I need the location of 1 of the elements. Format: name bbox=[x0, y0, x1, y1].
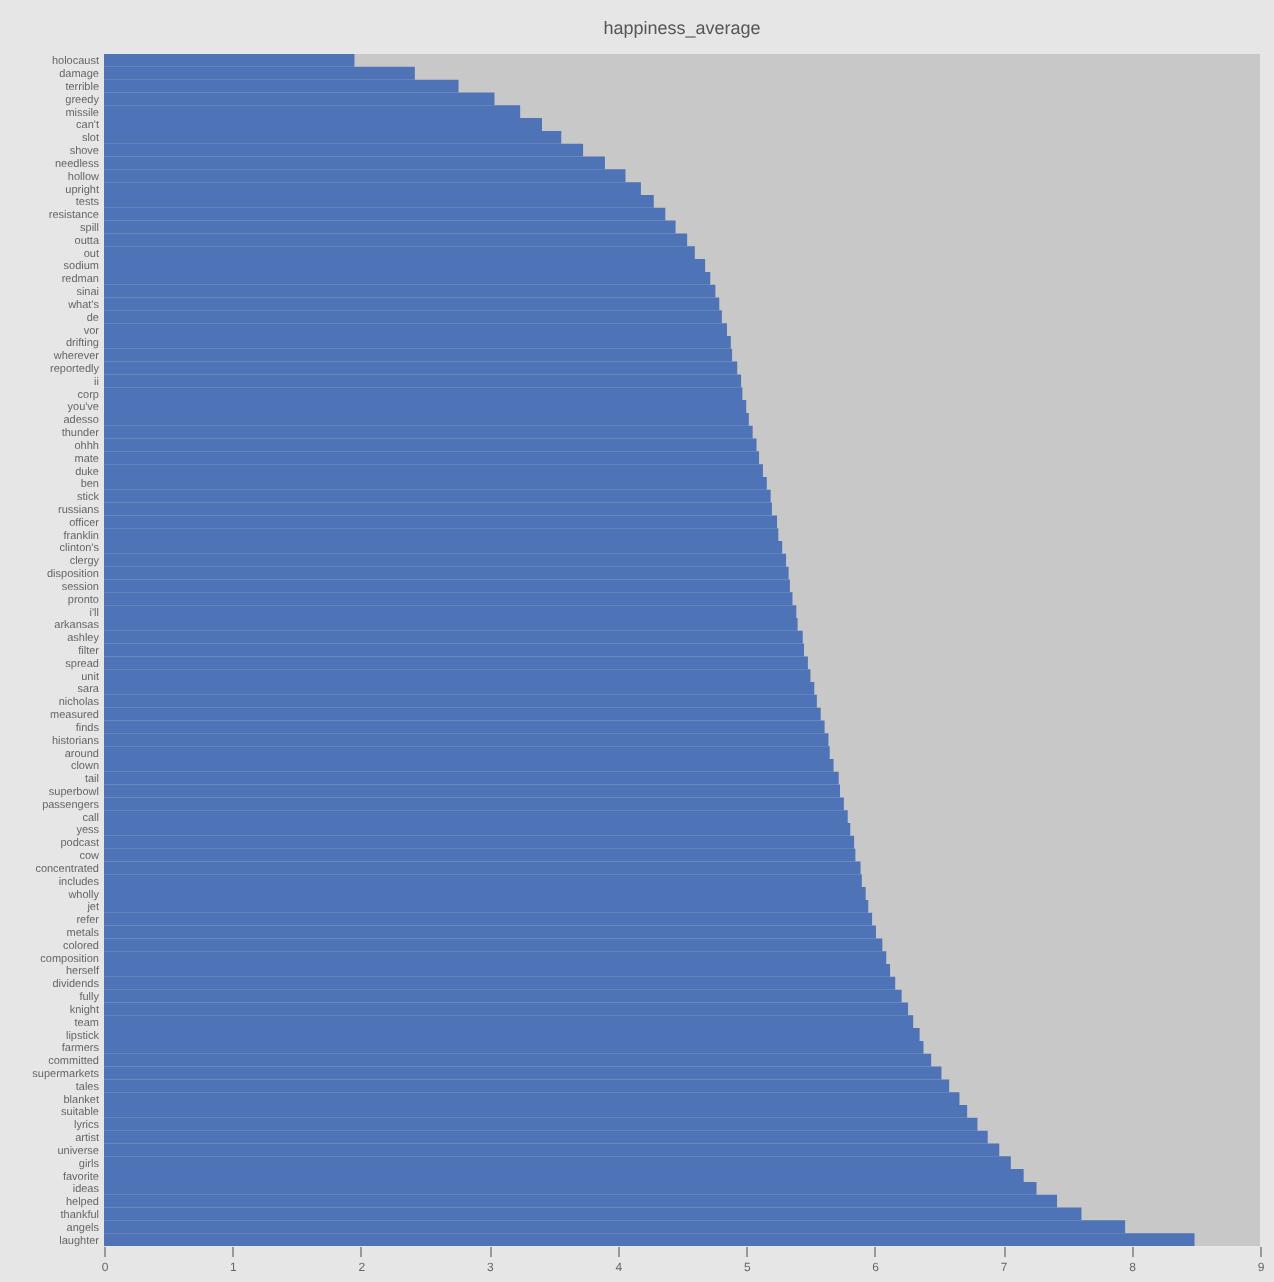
chart-title: happiness_average bbox=[603, 18, 761, 38]
